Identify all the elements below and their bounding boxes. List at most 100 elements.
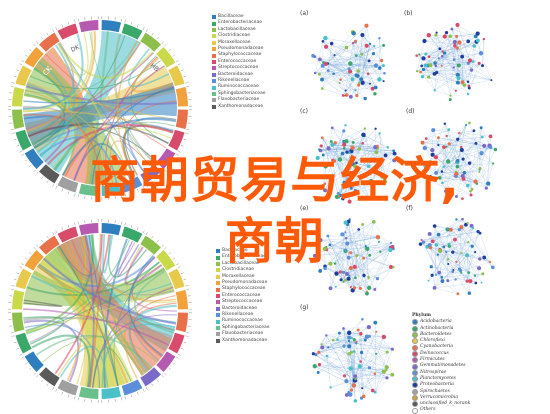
ring-tick [16,145,19,146]
legend-swatch [216,288,220,292]
network-edge [331,367,387,387]
legend-swatch [212,54,216,58]
network-node [472,60,475,63]
network-graph [304,308,405,409]
legend-swatch [212,15,216,19]
network-node [440,276,443,279]
network-edge [352,323,376,338]
network-node [387,146,389,148]
network-node [359,360,362,363]
legend-swatch [212,105,216,109]
ring-tick [47,384,49,386]
network-node [342,345,345,348]
ring-tick [173,55,175,57]
network-node [454,278,456,280]
network-node [376,277,379,280]
network-node [318,363,321,366]
network-node [364,339,367,342]
network-graph [304,14,400,110]
legend-swatch [212,79,216,83]
network-node [348,275,350,277]
network-node [350,286,352,288]
ring-tick [164,44,166,46]
ring-tick [125,20,126,23]
ring-tick [41,37,43,39]
network-node [357,329,360,332]
legend-swatch [212,73,216,77]
network-node [453,66,455,68]
network-node [470,68,473,71]
network-node [453,44,457,48]
network-node [480,126,483,129]
network-node [343,374,346,377]
network-node [334,271,338,275]
ring-tick [11,289,14,290]
network-node [456,76,460,80]
network-edge [326,333,339,335]
network-node [376,145,379,148]
network-edge [452,29,476,36]
ring-tick [41,380,43,382]
phylum-dot [412,376,418,382]
network-node [391,348,394,351]
network-node [353,374,357,378]
ring-tick [19,354,22,355]
ring-tick [186,289,189,290]
network-node [423,146,427,150]
ring-tick [9,326,12,327]
network-node [489,145,493,149]
network-graph [408,14,504,110]
overlay-title-line2: 商朝 [0,212,550,272]
network-edge [435,283,476,288]
network-node [321,64,325,68]
network-node [327,69,330,72]
ring-tick [183,279,186,280]
network-node [344,124,346,126]
network-node [364,127,366,129]
legend-swatch [216,294,220,298]
ring-tick [9,123,12,124]
legend-swatch [212,28,216,32]
phylum-dot [412,332,418,338]
network-edge [315,41,323,73]
network-node [353,338,356,341]
network-node [325,334,327,336]
network-node [474,274,476,276]
ring-tick [152,33,154,35]
network-node [382,44,385,47]
network-node [360,351,363,354]
ring-tick [56,27,57,30]
network-node [442,145,446,149]
ring-tick [183,139,186,140]
network-node [385,369,388,372]
network-node [373,45,375,47]
network-edge [421,72,435,90]
network-edge [315,73,345,90]
ring-segment [12,87,24,107]
network-node [340,278,343,281]
ring-tick [176,60,179,62]
network-edge [322,80,347,95]
ring-tick [12,336,15,337]
network-edge [477,42,492,80]
network-node [482,144,486,148]
network-node [473,129,476,132]
ring-tick [162,375,164,377]
network-node [354,73,357,76]
ring-tick [143,389,144,392]
network-node [448,142,451,145]
legend-label: Xanthomonadaceae [222,338,267,344]
legend-swatch [212,41,216,45]
ring-tick [185,336,188,337]
network-node [385,365,389,369]
legend-swatch [216,307,220,311]
ring-tick [52,29,54,32]
network-node [438,57,440,59]
ring-tick [176,357,179,359]
network-node [457,63,461,67]
phylum-dot [412,401,418,407]
network-node [353,286,356,289]
network-node [479,51,483,55]
ring-tick [181,145,184,146]
network-node [380,59,383,62]
